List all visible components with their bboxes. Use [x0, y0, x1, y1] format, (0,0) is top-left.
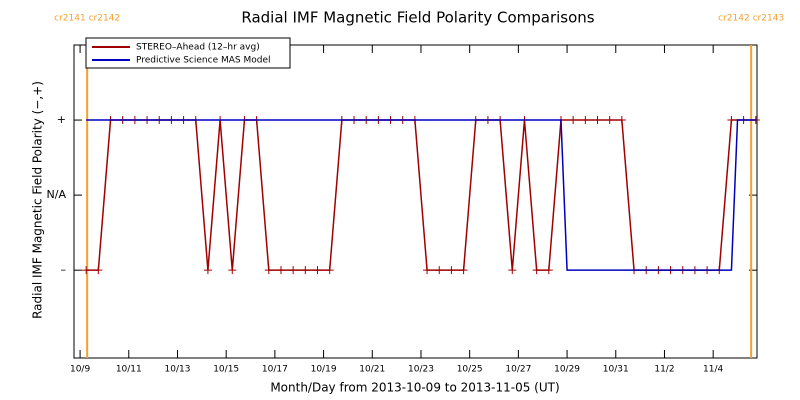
- point-marker: [435, 266, 444, 275]
- x-tick-label: 10/27: [505, 365, 531, 375]
- x-tick-label: 10/11: [116, 365, 142, 375]
- y-tick-label: +: [57, 113, 66, 126]
- point-marker: [593, 116, 602, 125]
- point-marker: [289, 266, 298, 275]
- x-tick-label: 11/4: [703, 365, 723, 375]
- point-marker: [532, 266, 541, 275]
- carrington-label: cr2141 cr2142: [54, 14, 120, 24]
- point-marker: [569, 116, 578, 125]
- point-marker: [203, 266, 212, 275]
- point-marker: [508, 266, 517, 275]
- x-tick-label: 10/29: [554, 365, 580, 375]
- x-tick-label: 10/31: [603, 365, 629, 375]
- carrington-label: cr2142 cr2143: [718, 14, 784, 24]
- point-marker: [313, 266, 322, 275]
- y-tick-label: –: [61, 263, 67, 276]
- y-axis-label: Radial IMF Magnetic Field Polarity (−,+): [31, 81, 45, 319]
- x-tick-label: 10/23: [408, 365, 434, 375]
- x-tick-label: 10/17: [262, 365, 288, 375]
- point-marker: [544, 266, 553, 275]
- x-tick-label: 10/19: [311, 365, 337, 375]
- plot-frame: [73, 44, 758, 359]
- point-marker: [264, 266, 273, 275]
- point-marker: [301, 266, 310, 275]
- point-marker: [447, 266, 456, 275]
- series-line: [86, 119, 756, 271]
- x-axis-label: Month/Day from 2013-10-09 to 2013-11-05 …: [270, 381, 559, 395]
- x-tick-label: 10/13: [165, 365, 191, 375]
- point-marker: [325, 266, 334, 275]
- point-marker: [276, 266, 285, 275]
- point-marker: [459, 266, 468, 275]
- legend-label: Predictive Science MAS Model: [136, 56, 271, 66]
- x-tick-label: 10/9: [70, 365, 90, 375]
- y-tick-label: N/A: [47, 188, 67, 201]
- x-tick-label: 10/25: [457, 365, 483, 375]
- point-marker: [423, 266, 432, 275]
- point-marker: [94, 266, 103, 275]
- x-tick-label: 11/2: [654, 365, 674, 375]
- point-marker: [228, 266, 237, 275]
- x-tick-label: 10/15: [213, 365, 239, 375]
- point-marker: [605, 116, 614, 125]
- point-marker: [82, 266, 91, 275]
- legend-box: [85, 37, 291, 69]
- point-marker: [617, 116, 626, 125]
- x-tick-label: 10/21: [359, 365, 385, 375]
- legend-label: STEREO–Ahead (12–hr avg): [136, 43, 260, 53]
- chart-title: Radial IMF Magnetic Field Polarity Compa…: [241, 9, 594, 27]
- point-marker: [581, 116, 590, 125]
- point-marker: [727, 116, 736, 125]
